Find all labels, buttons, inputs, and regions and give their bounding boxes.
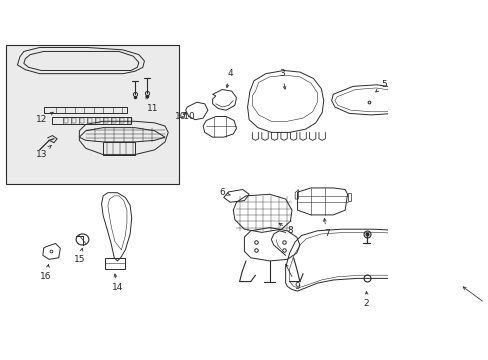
Text: 4: 4	[226, 69, 232, 87]
Text: 6: 6	[219, 188, 230, 197]
Text: 10: 10	[175, 112, 186, 121]
Text: 12: 12	[36, 112, 53, 124]
Text: 14: 14	[112, 274, 123, 292]
Text: 13: 13	[36, 145, 51, 159]
Bar	[6, 45, 179, 184]
Text: 8: 8	[279, 223, 293, 235]
Text: 5: 5	[375, 80, 386, 92]
Text: 7: 7	[323, 219, 329, 238]
Text: -10: -10	[181, 112, 195, 121]
Text: 15: 15	[74, 248, 85, 264]
Text: 11: 11	[146, 96, 158, 113]
Text: 16: 16	[40, 265, 52, 281]
Text: 9: 9	[285, 264, 299, 291]
Text: 3: 3	[279, 69, 285, 89]
Text: 2: 2	[363, 292, 368, 308]
Text: 1: 1	[462, 287, 488, 311]
